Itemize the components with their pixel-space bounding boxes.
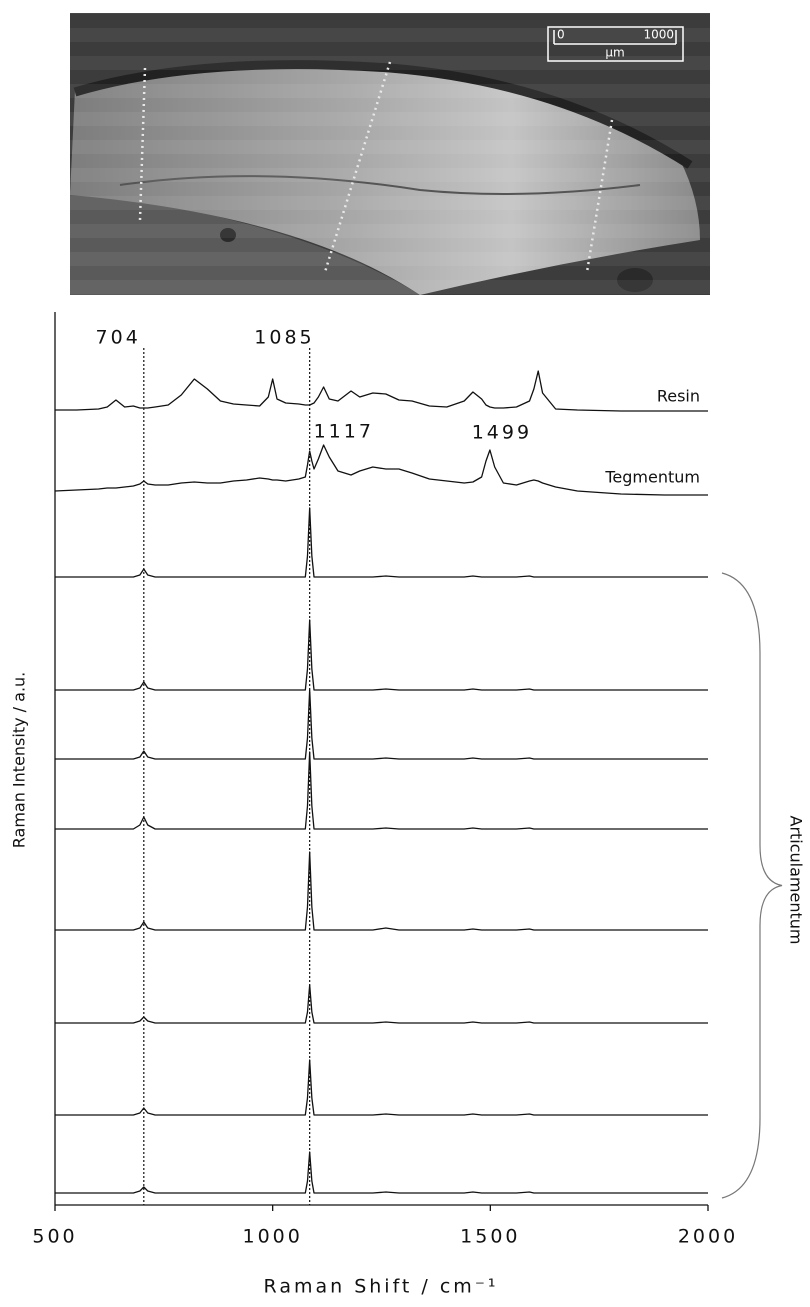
group-label: Articulamentum — [787, 816, 806, 945]
tile-stripes — [70, 13, 710, 295]
micrograph: 0 1000 µm — [70, 13, 710, 295]
spectrum — [55, 851, 708, 931]
x-tick-label: 2000 — [678, 1226, 738, 1248]
series-label: Tegmentum — [604, 468, 700, 487]
scale-label: 1000 — [643, 28, 674, 42]
spectrum — [55, 984, 708, 1024]
scale-unit: µm — [605, 46, 624, 60]
peak-label: 704 — [96, 327, 141, 349]
spectrum — [55, 1059, 708, 1116]
series-label: Resin — [657, 387, 700, 406]
spectrum — [55, 1151, 708, 1194]
peak-label: 1499 — [472, 422, 532, 444]
spectrum — [55, 689, 708, 760]
x-tick-label: 500 — [32, 1226, 77, 1248]
y-axis-label: Raman Intensity / a.u. — [10, 672, 29, 849]
spectrum — [54, 444, 708, 496]
scan-line — [323, 61, 392, 273]
x-tick-label: 1000 — [242, 1226, 302, 1248]
spectrum — [55, 751, 708, 830]
spectrum — [55, 619, 708, 691]
peak-label: 1117 — [314, 421, 374, 443]
scale-bar: 0 1000 µm — [547, 26, 684, 62]
scale-label: 0 — [557, 28, 565, 42]
scan-line — [138, 67, 147, 221]
x-tick-label: 1500 — [460, 1226, 520, 1248]
spectrum — [55, 507, 708, 578]
peak-label: 1085 — [254, 327, 314, 349]
scale-box — [547, 26, 684, 62]
group-brace — [721, 572, 783, 1199]
spectrum — [55, 370, 708, 412]
x-axis-label: Raman Shift / cm⁻¹ — [264, 1276, 499, 1298]
scan-line — [585, 119, 614, 273]
